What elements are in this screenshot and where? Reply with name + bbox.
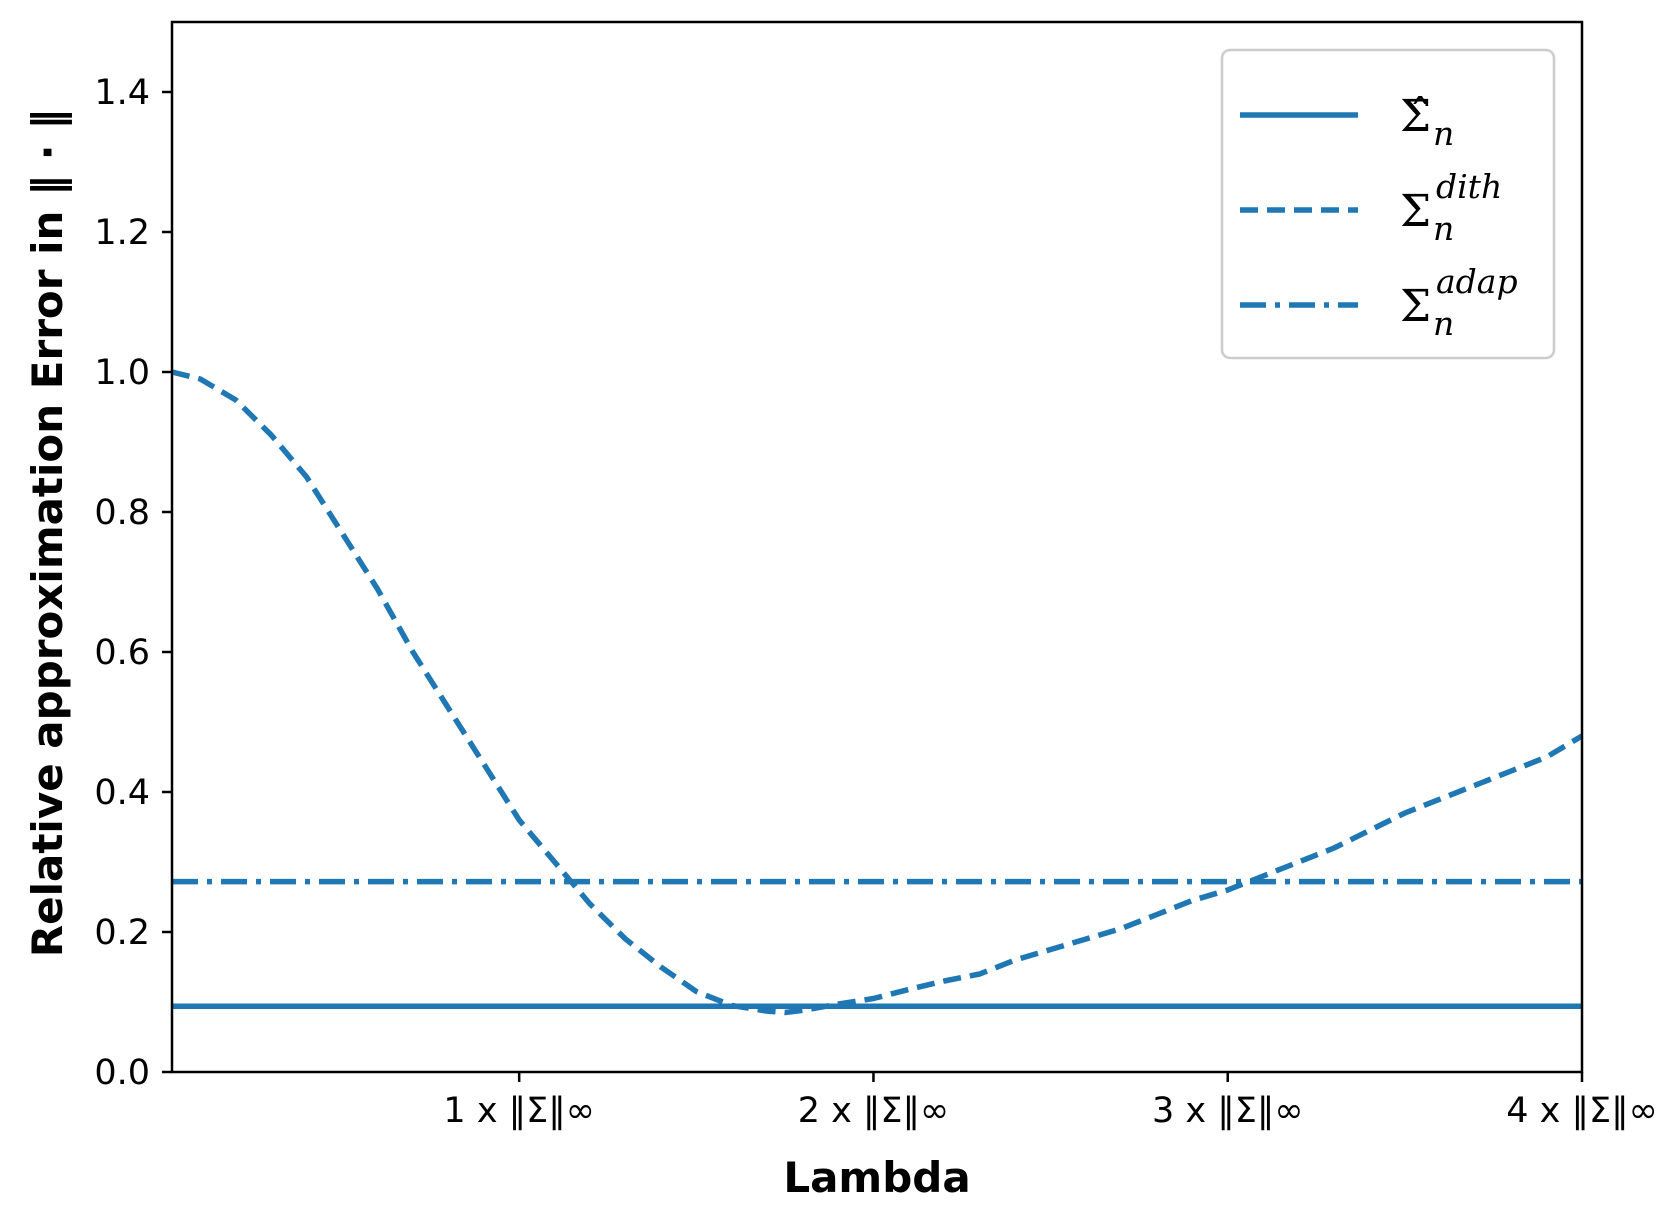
x-tick-label: 2 x ‖Σ‖∞ [798,1091,950,1131]
legend-label-subscript: n [1433,209,1454,248]
y-axis-ticks: 0.0 0.2 0.4 0.6 0.8 1.0 1.2 1.4 [94,73,172,1093]
y-tick-label: 0.8 [94,493,150,533]
plot-frame [170,20,1584,1074]
y-axis-label: Relative approximation Error in ‖ · ‖ [23,109,72,957]
y-tick-label: 1.2 [94,213,150,253]
legend-label-subscript: n [1433,114,1454,153]
legend-label-superscript: adap [1436,262,1518,301]
series-line-dashed [171,369,1584,1016]
series-layer [171,369,1584,1016]
y-tick-label: 1.0 [94,353,150,393]
x-tick-label: 3 x ‖Σ‖∞ [1152,1091,1304,1131]
x-tick-label: 4 x ‖Σ‖∞ [1506,1091,1658,1131]
y-tick-label: 1.4 [94,73,150,113]
x-axis-ticks: 1 x ‖Σ‖∞ 2 x ‖Σ‖∞ 3 x ‖Σ‖∞ 4 x ‖Σ‖∞ [443,1072,1658,1131]
x-axis-label: Lambda [783,1153,970,1202]
y-tick-label: 0.6 [94,633,150,673]
legend-label-symbol: Σ [1400,186,1431,237]
y-tick-label: 0.2 [94,913,150,953]
y-tick-label: 0.4 [94,773,150,813]
legend-label-subscript: n [1433,304,1454,343]
legend-box [1220,48,1556,360]
legend-label-symbol: Σ [1400,281,1431,332]
y-tick-label: 0.0 [94,1053,150,1093]
legend-label-superscript: dith [1436,167,1502,206]
x-tick-label: 1 x ‖Σ‖∞ [443,1091,595,1131]
legend-label-symbol: Σ̂ [1400,91,1431,142]
